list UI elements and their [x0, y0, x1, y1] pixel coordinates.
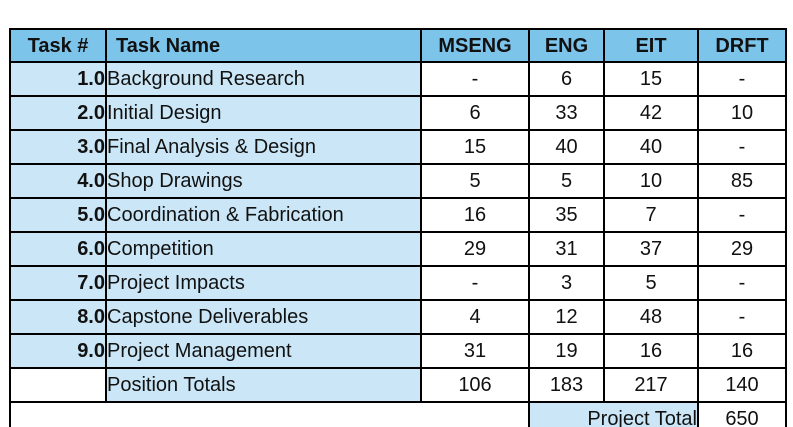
- table-row: 1.0 Background Research - 6 15 -: [9, 61, 787, 97]
- drft-hours-cell: 85: [697, 163, 787, 199]
- task-name-cell: Capstone Deliverables: [105, 299, 422, 335]
- eit-hours-cell: 37: [603, 231, 699, 267]
- table-row: 9.0 Project Management 31 19 16 16: [9, 333, 787, 369]
- blank-cell: [9, 367, 107, 403]
- table-row: 5.0 Coordination & Fabrication 16 35 7 -: [9, 197, 787, 233]
- eit-hours-cell: 42: [603, 95, 699, 131]
- task-name-cell: Final Analysis & Design: [105, 129, 422, 165]
- table-row: 6.0 Competition 29 31 37 29: [9, 231, 787, 267]
- task-hours-table: Task # Task Name MSENG ENG EIT DRFT 1.0 …: [9, 28, 787, 427]
- table-row: 8.0 Capstone Deliverables 4 12 48 -: [9, 299, 787, 335]
- eit-hours-cell: 15: [603, 61, 699, 97]
- table-row: 4.0 Shop Drawings 5 5 10 85: [9, 163, 787, 199]
- eng-total-cell: 183: [528, 367, 605, 403]
- eng-hours-cell: 31: [528, 231, 605, 267]
- task-number-cell: 5.0: [9, 197, 107, 233]
- eit-total-cell: 217: [603, 367, 699, 403]
- task-name-cell: Initial Design: [105, 95, 422, 131]
- table-row: 7.0 Project Impacts - 3 5 -: [9, 265, 787, 301]
- table-row: 3.0 Final Analysis & Design 15 40 40 -: [9, 129, 787, 165]
- mseng-hours-cell: 6: [420, 95, 530, 131]
- eit-hours-cell: 48: [603, 299, 699, 335]
- task-number-cell: 1.0: [9, 61, 107, 97]
- eng-hours-cell: 35: [528, 197, 605, 233]
- drft-total-cell: 140: [697, 367, 787, 403]
- eit-hours-cell: 16: [603, 333, 699, 369]
- mseng-hours-cell: 15: [420, 129, 530, 165]
- task-name-cell: Coordination & Fabrication: [105, 197, 422, 233]
- table-row: 2.0 Initial Design 6 33 42 10: [9, 95, 787, 131]
- mseng-hours-cell: 5: [420, 163, 530, 199]
- mseng-hours-cell: -: [420, 61, 530, 97]
- drft-hours-cell: 29: [697, 231, 787, 267]
- mseng-hours-cell: 16: [420, 197, 530, 233]
- task-number-cell: 2.0: [9, 95, 107, 131]
- project-total-value: 650: [697, 401, 787, 427]
- task-name-cell: Competition: [105, 231, 422, 267]
- eng-hours-cell: 40: [528, 129, 605, 165]
- header-task-number: Task #: [9, 28, 107, 63]
- drft-hours-cell: -: [697, 197, 787, 233]
- mseng-hours-cell: 31: [420, 333, 530, 369]
- task-number-cell: 6.0: [9, 231, 107, 267]
- eng-hours-cell: 3: [528, 265, 605, 301]
- drft-hours-cell: 10: [697, 95, 787, 131]
- eit-hours-cell: 5: [603, 265, 699, 301]
- header-task-name: Task Name: [105, 28, 422, 63]
- task-number-cell: 7.0: [9, 265, 107, 301]
- blank-cell: [9, 401, 530, 427]
- eit-hours-cell: 10: [603, 163, 699, 199]
- project-total-label: Project Total: [528, 401, 699, 427]
- eng-hours-cell: 5: [528, 163, 605, 199]
- drft-hours-cell: -: [697, 61, 787, 97]
- task-number-cell: 9.0: [9, 333, 107, 369]
- eng-hours-cell: 6: [528, 61, 605, 97]
- drft-hours-cell: -: [697, 299, 787, 335]
- header-eit: EIT: [603, 28, 699, 63]
- task-name-cell: Project Impacts: [105, 265, 422, 301]
- mseng-hours-cell: 29: [420, 231, 530, 267]
- position-totals-row: Position Totals 106 183 217 140: [9, 367, 787, 403]
- header-row: Task # Task Name MSENG ENG EIT DRFT: [9, 28, 787, 63]
- task-number-cell: 4.0: [9, 163, 107, 199]
- drft-hours-cell: 16: [697, 333, 787, 369]
- task-name-cell: Shop Drawings: [105, 163, 422, 199]
- header-mseng: MSENG: [420, 28, 530, 63]
- mseng-hours-cell: -: [420, 265, 530, 301]
- mseng-hours-cell: 4: [420, 299, 530, 335]
- header-eng: ENG: [528, 28, 605, 63]
- position-totals-label: Position Totals: [105, 367, 422, 403]
- task-name-cell: Project Management: [105, 333, 422, 369]
- task-name-cell: Background Research: [105, 61, 422, 97]
- project-total-row: Project Total 650: [9, 401, 787, 427]
- drft-hours-cell: -: [697, 265, 787, 301]
- eng-hours-cell: 33: [528, 95, 605, 131]
- task-number-cell: 3.0: [9, 129, 107, 165]
- mseng-total-cell: 106: [420, 367, 530, 403]
- eng-hours-cell: 19: [528, 333, 605, 369]
- eng-hours-cell: 12: [528, 299, 605, 335]
- header-drft: DRFT: [697, 28, 787, 63]
- eit-hours-cell: 40: [603, 129, 699, 165]
- drft-hours-cell: -: [697, 129, 787, 165]
- task-number-cell: 8.0: [9, 299, 107, 335]
- eit-hours-cell: 7: [603, 197, 699, 233]
